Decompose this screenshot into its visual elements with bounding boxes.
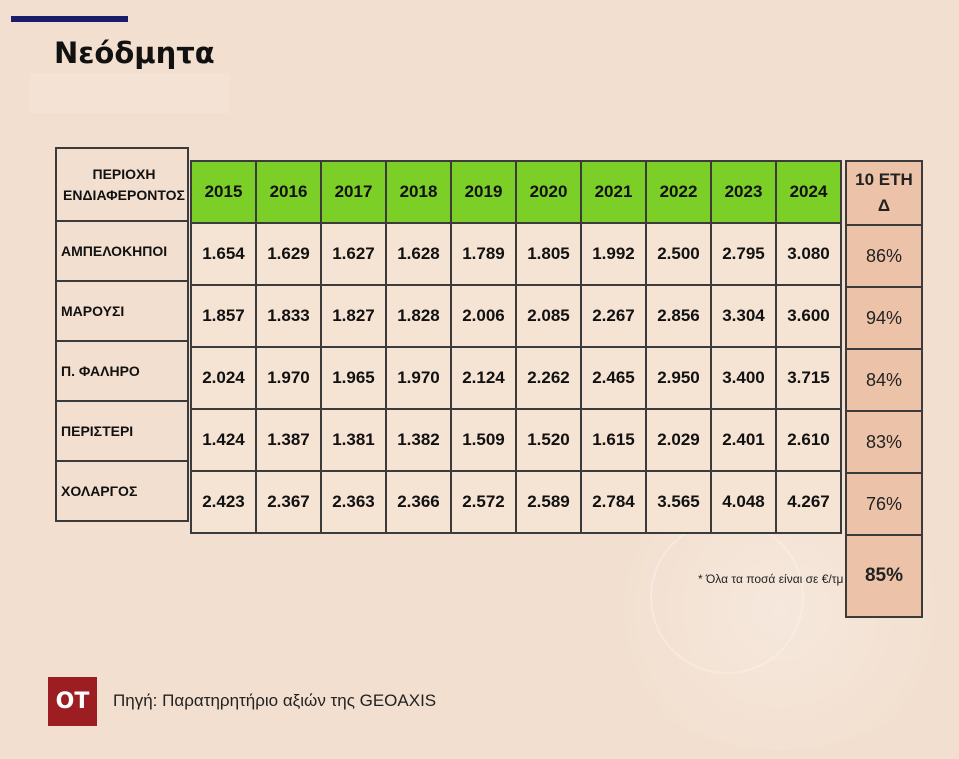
region-header-line2: ΕΝΔΙΑΦΕΡΟΝΤΟΣ (63, 186, 185, 203)
change-cell: 86% (845, 224, 923, 288)
price-cell: 1.965 (320, 346, 387, 410)
page-title: Νεόδμητα (54, 36, 215, 70)
price-cell: 1.992 (580, 222, 647, 286)
year-header-row: 2015 2016 2017 2018 2019 2020 2021 2022 … (190, 160, 842, 224)
source-text: Πηγή: Παρατηρητήριο αξιών της GEOAXIS (113, 691, 437, 710)
price-cell: 2.784 (580, 470, 647, 534)
table-row: 2.423 2.367 2.363 2.366 2.572 2.589 2.78… (190, 470, 842, 534)
price-cell: 1.827 (320, 284, 387, 348)
price-cell: 2.572 (450, 470, 517, 534)
year-header: 2016 (255, 160, 322, 224)
year-header: 2020 (515, 160, 582, 224)
ten-year-change-column: 10 ΕΤΗ Δ 86% 94% 84% 83% 76% 85% (845, 160, 923, 618)
year-header: 2023 (710, 160, 777, 224)
region-name: ΧΟΛΑΡΓΟΣ (55, 460, 189, 522)
price-cell: 1.387 (255, 408, 322, 472)
table-row: 1.424 1.387 1.381 1.382 1.509 1.520 1.61… (190, 408, 842, 472)
average-change-cell: 85% (845, 534, 923, 618)
region-name: ΠΕΡΙΣΤΕΡΙ (55, 400, 189, 462)
price-cell: 3.304 (710, 284, 777, 348)
price-cell: 1.805 (515, 222, 582, 286)
price-cell: 3.080 (775, 222, 842, 286)
price-cell: 2.029 (645, 408, 712, 472)
top-accent-bar (11, 16, 128, 22)
price-cell: 1.615 (580, 408, 647, 472)
price-cell: 2.589 (515, 470, 582, 534)
price-cell: 2.401 (710, 408, 777, 472)
price-cell: 2.610 (775, 408, 842, 472)
table-row: 1.654 1.629 1.627 1.628 1.789 1.805 1.99… (190, 222, 842, 286)
change-cell: 84% (845, 348, 923, 412)
year-header: 2015 (190, 160, 257, 224)
price-cell: 3.600 (775, 284, 842, 348)
price-cell: 2.024 (190, 346, 257, 410)
price-cell: 1.629 (255, 222, 322, 286)
year-header: 2021 (580, 160, 647, 224)
year-header: 2024 (775, 160, 842, 224)
price-cell: 1.520 (515, 408, 582, 472)
price-cell: 2.950 (645, 346, 712, 410)
price-cell: 2.085 (515, 284, 582, 348)
change-cell: 83% (845, 410, 923, 474)
price-cell: 2.465 (580, 346, 647, 410)
price-cell: 2.856 (645, 284, 712, 348)
price-table: 2015 2016 2017 2018 2019 2020 2021 2022 … (190, 160, 842, 534)
price-cell: 2.262 (515, 346, 582, 410)
price-cell: 3.715 (775, 346, 842, 410)
year-header: 2018 (385, 160, 452, 224)
price-cell: 2.500 (645, 222, 712, 286)
price-cell: 2.006 (450, 284, 517, 348)
ot-logo: OT (48, 677, 97, 726)
price-cell: 1.833 (255, 284, 322, 348)
price-cell: 2.363 (320, 470, 387, 534)
currency-note: * Όλα τα ποσά είναι σε €/τμ (698, 572, 844, 586)
change-cell: 76% (845, 472, 923, 536)
region-name: ΜΑΡΟΥΣΙ (55, 280, 189, 342)
price-cell: 4.048 (710, 470, 777, 534)
price-cell: 2.367 (255, 470, 322, 534)
region-header: ΠΕΡΙΟΧΗ ΕΝΔΙΑΦΕΡΟΝΤΟΣ (55, 147, 189, 222)
price-cell: 1.789 (450, 222, 517, 286)
price-cell: 1.381 (320, 408, 387, 472)
table-row: 1.857 1.833 1.827 1.828 2.006 2.085 2.26… (190, 284, 842, 348)
price-cell: 3.565 (645, 470, 712, 534)
region-header-line1: ΠΕΡΙΟΧΗ (92, 165, 156, 182)
ten-year-header-line1: 10 ΕΤΗ (855, 170, 913, 189)
price-cell: 1.970 (255, 346, 322, 410)
ten-year-header: 10 ΕΤΗ Δ (845, 160, 923, 226)
region-name: ΑΜΠΕΛΟΚΗΠΟΙ (55, 220, 189, 282)
price-cell: 2.366 (385, 470, 452, 534)
price-cell: 1.627 (320, 222, 387, 286)
change-cell: 94% (845, 286, 923, 350)
price-cell: 1.382 (385, 408, 452, 472)
price-cell: 2.124 (450, 346, 517, 410)
year-header: 2017 (320, 160, 387, 224)
year-header: 2019 (450, 160, 517, 224)
price-cell: 4.267 (775, 470, 842, 534)
price-cell: 1.828 (385, 284, 452, 348)
region-column: ΠΕΡΙΟΧΗ ΕΝΔΙΑΦΕΡΟΝΤΟΣ ΑΜΠΕΛΟΚΗΠΟΙ ΜΑΡΟΥΣ… (55, 147, 189, 522)
table-row: 2.024 1.970 1.965 1.970 2.124 2.262 2.46… (190, 346, 842, 410)
price-cell: 2.423 (190, 470, 257, 534)
ten-year-header-line2: Δ (877, 196, 891, 215)
price-cell: 1.654 (190, 222, 257, 286)
decorative-ring (650, 520, 804, 674)
price-cell: 1.970 (385, 346, 452, 410)
price-cell: 2.267 (580, 284, 647, 348)
price-cell: 1.628 (385, 222, 452, 286)
price-cell: 1.424 (190, 408, 257, 472)
price-cell: 1.509 (450, 408, 517, 472)
price-cell: 2.795 (710, 222, 777, 286)
region-name: Π. ΦΑΛΗΡΟ (55, 340, 189, 402)
faint-header-box (30, 73, 230, 113)
year-header: 2022 (645, 160, 712, 224)
price-cell: 1.857 (190, 284, 257, 348)
price-cell: 3.400 (710, 346, 777, 410)
